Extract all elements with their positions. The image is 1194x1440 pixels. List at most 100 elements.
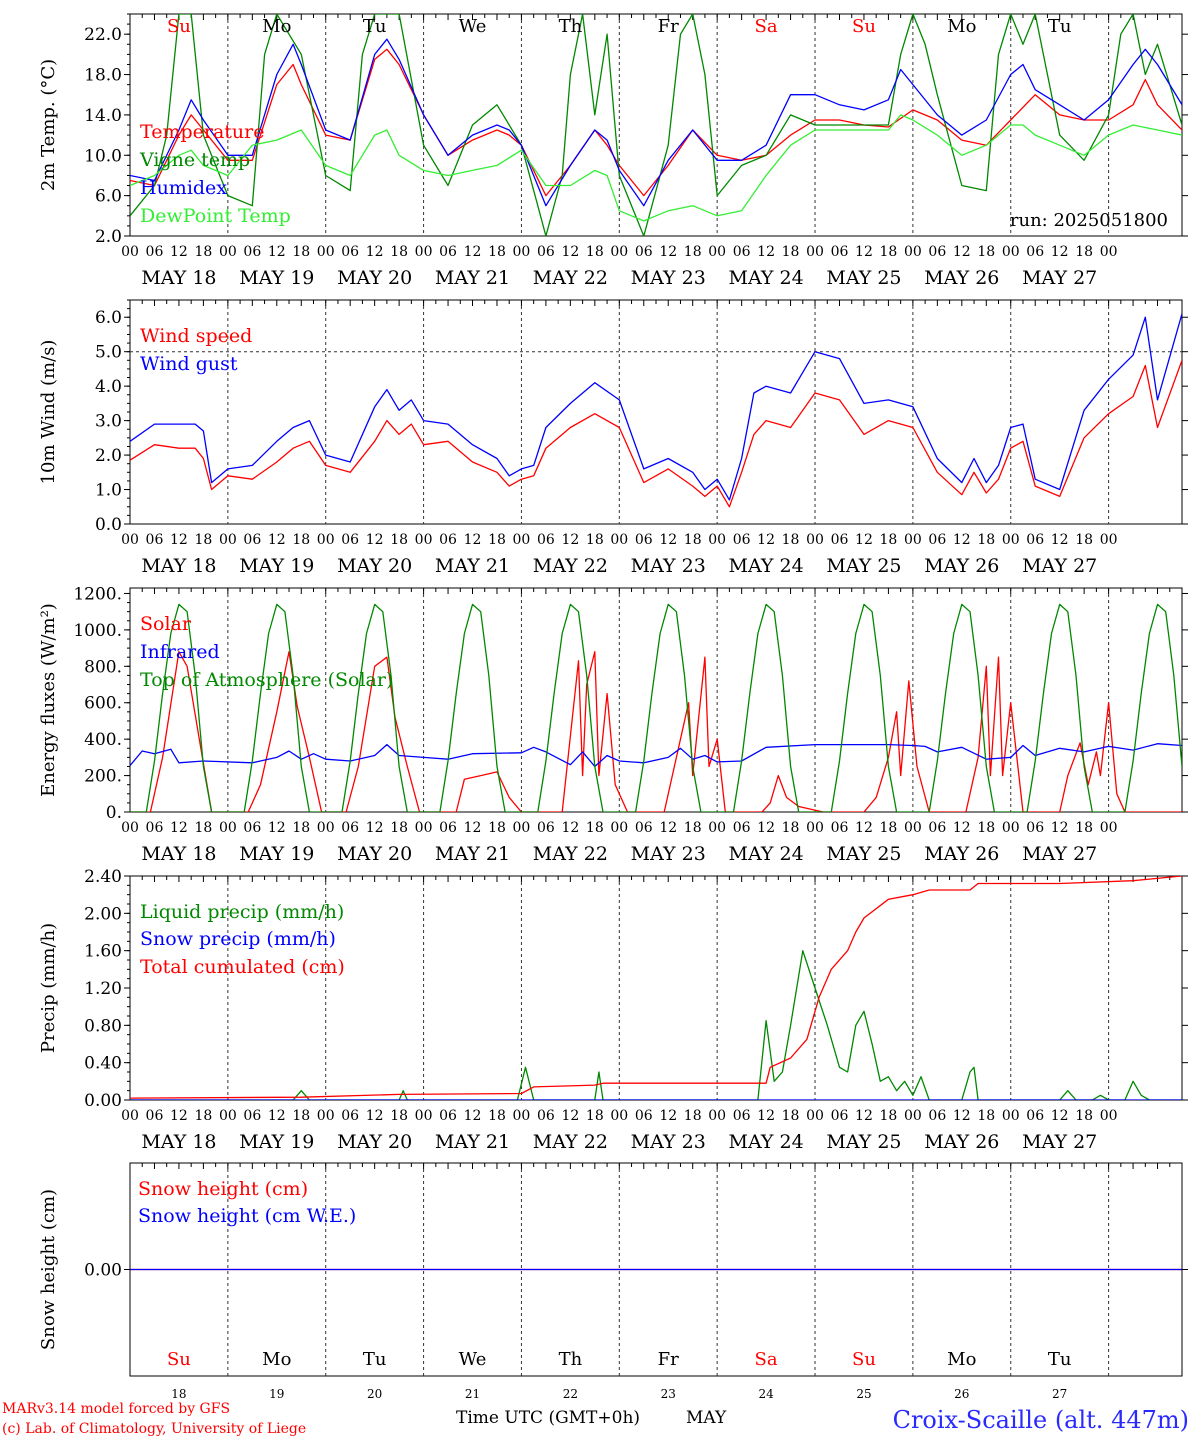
hour-tick-label: 00 bbox=[904, 532, 922, 548]
hour-tick-label: 00 bbox=[513, 820, 531, 836]
y-tick-label: 0.00 bbox=[84, 1091, 122, 1111]
snow-day-abbr-3: We bbox=[459, 1349, 487, 1370]
hour-tick-label: 06 bbox=[341, 532, 359, 548]
wind-series-group bbox=[130, 313, 1182, 508]
hour-tick-label: 18 bbox=[292, 532, 310, 548]
time-axis-label: Time UTC (GMT+0h) bbox=[456, 1408, 640, 1428]
hour-tick-label: 06 bbox=[341, 1108, 359, 1124]
hour-tick-label: 18 bbox=[782, 1108, 800, 1124]
y-tick-label: 2.0 bbox=[95, 446, 122, 466]
date-label-7: MAY 25 bbox=[826, 555, 901, 577]
date-label-5: MAY 23 bbox=[631, 267, 706, 289]
date-label-8: MAY 26 bbox=[924, 555, 999, 577]
hour-tick-label: 00 bbox=[610, 820, 628, 836]
station-name: Croix-Scaille (alt. 447m) bbox=[893, 1406, 1189, 1434]
hour-tick-label: 00 bbox=[317, 532, 335, 548]
hour-tick-label: 12 bbox=[659, 532, 677, 548]
hour-tick-label: 12 bbox=[659, 244, 677, 260]
y-tick-label: 6.0 bbox=[95, 308, 122, 328]
hour-tick-label: 06 bbox=[1026, 244, 1044, 260]
y-tick-label: 14.0 bbox=[84, 106, 122, 126]
date-label-9: MAY 27 bbox=[1022, 843, 1097, 865]
date-label-2: MAY 20 bbox=[337, 267, 412, 289]
hour-tick-label: 00 bbox=[904, 244, 922, 260]
legend-top-of-atmosphere-solar-: Top of Atmosphere (Solar) bbox=[140, 669, 393, 691]
precip-series-total-cumulated-cm- bbox=[130, 876, 1182, 1099]
energy-series-group bbox=[130, 603, 1182, 812]
hour-tick-label: 00 bbox=[317, 244, 335, 260]
y-tick-label: 10.0 bbox=[84, 146, 122, 166]
hour-tick-label: 18 bbox=[880, 532, 898, 548]
energy-panel: 0. 200. 400. 600. 800. 1000. 1200. Energy fluxe… bbox=[38, 584, 1188, 865]
snow-day-abbr-5: Fr bbox=[658, 1349, 679, 1370]
hour-tick-label: 00 bbox=[904, 1108, 922, 1124]
hour-tick-label: 12 bbox=[561, 820, 579, 836]
hour-tick-label: 18 bbox=[390, 1108, 408, 1124]
date-label-3: MAY 21 bbox=[435, 843, 510, 865]
hour-tick-label: 18 bbox=[977, 244, 995, 260]
y-tick-label: 5.0 bbox=[95, 343, 122, 363]
hour-tick-label: 06 bbox=[537, 532, 555, 548]
snow-day-abbr-2: Tu bbox=[363, 1349, 387, 1370]
day-abbr-6: Sa bbox=[755, 16, 778, 37]
time-axis-month: MAY bbox=[686, 1408, 727, 1428]
temperature-series-group bbox=[130, 14, 1182, 236]
hour-tick-label: 06 bbox=[733, 532, 751, 548]
hour-tick-label: 00 bbox=[1100, 244, 1118, 260]
energy-series-infrared bbox=[130, 743, 1182, 768]
y-tick-label: 1.20 bbox=[84, 979, 122, 999]
hour-tick-label: 18 bbox=[782, 532, 800, 548]
hour-tick-label: 18 bbox=[684, 532, 702, 548]
hour-tick-label: 18 bbox=[194, 820, 212, 836]
hour-tick-label: 00 bbox=[806, 1108, 824, 1124]
hour-tick-label: 18 bbox=[586, 820, 604, 836]
hour-tick-label: 00 bbox=[415, 532, 433, 548]
legend-vigne-temp: Vigne temp bbox=[139, 149, 250, 171]
snow-day-num-2: 20 bbox=[367, 1387, 382, 1401]
legend-solar: Solar bbox=[140, 613, 192, 635]
hour-tick-label: 06 bbox=[635, 532, 653, 548]
date-label-8: MAY 26 bbox=[924, 843, 999, 865]
date-label-0: MAY 18 bbox=[141, 843, 216, 865]
date-label-6: MAY 24 bbox=[729, 267, 804, 289]
date-label-1: MAY 19 bbox=[239, 555, 314, 577]
hour-tick-label: 18 bbox=[194, 1108, 212, 1124]
legend-humidex: Humidex bbox=[140, 177, 227, 199]
date-label-6: MAY 24 bbox=[729, 555, 804, 577]
hour-tick-label: 18 bbox=[194, 244, 212, 260]
day-abbr-7: Su bbox=[852, 16, 876, 37]
legend-wind-speed: Wind speed bbox=[140, 325, 252, 347]
y-tick-label: 6.0 bbox=[95, 187, 122, 207]
day-abbr-8: Mo bbox=[947, 16, 976, 37]
hour-tick-label: 06 bbox=[928, 1108, 946, 1124]
hour-tick-label: 00 bbox=[317, 1108, 335, 1124]
hour-tick-label: 06 bbox=[439, 1108, 457, 1124]
hour-tick-label: 12 bbox=[1051, 1108, 1069, 1124]
date-label-1: MAY 19 bbox=[239, 843, 314, 865]
hour-tick-label: 12 bbox=[855, 244, 873, 260]
hour-tick-label: 18 bbox=[292, 820, 310, 836]
day-abbr-2: Tu bbox=[363, 16, 387, 37]
hour-tick-label: 12 bbox=[1051, 820, 1069, 836]
legend-dewpoint-temp: DewPoint Temp bbox=[140, 205, 291, 227]
hour-tick-label: 00 bbox=[317, 820, 335, 836]
hour-tick-label: 00 bbox=[610, 244, 628, 260]
hour-tick-label: 12 bbox=[953, 1108, 971, 1124]
hour-tick-label: 18 bbox=[782, 820, 800, 836]
hour-tick-label: 00 bbox=[1002, 244, 1020, 260]
legend-liquid-precip-mm-h-: Liquid precip (mm/h) bbox=[140, 901, 344, 923]
hour-tick-label: 06 bbox=[1026, 532, 1044, 548]
date-label-2: MAY 20 bbox=[337, 555, 412, 577]
hour-tick-label: 00 bbox=[219, 820, 237, 836]
snow-day-num-8: 26 bbox=[954, 1387, 969, 1401]
hour-tick-label: 06 bbox=[537, 820, 555, 836]
date-label-1: MAY 19 bbox=[239, 267, 314, 289]
y-tick-label: 2.00 bbox=[84, 904, 122, 924]
y-tick-label: 18.0 bbox=[84, 66, 122, 86]
precip-panel: 0.00 0.40 0.80 1.20 1.60 2.00 2.40 Precip (mm/h… bbox=[38, 867, 1188, 1153]
hour-tick-label: 06 bbox=[831, 244, 849, 260]
legend-wind-gust: Wind gust bbox=[140, 353, 238, 375]
legend-temperature: Temperature bbox=[140, 121, 264, 143]
day-abbr-5: Fr bbox=[658, 16, 679, 37]
date-label-7: MAY 25 bbox=[826, 1131, 901, 1153]
